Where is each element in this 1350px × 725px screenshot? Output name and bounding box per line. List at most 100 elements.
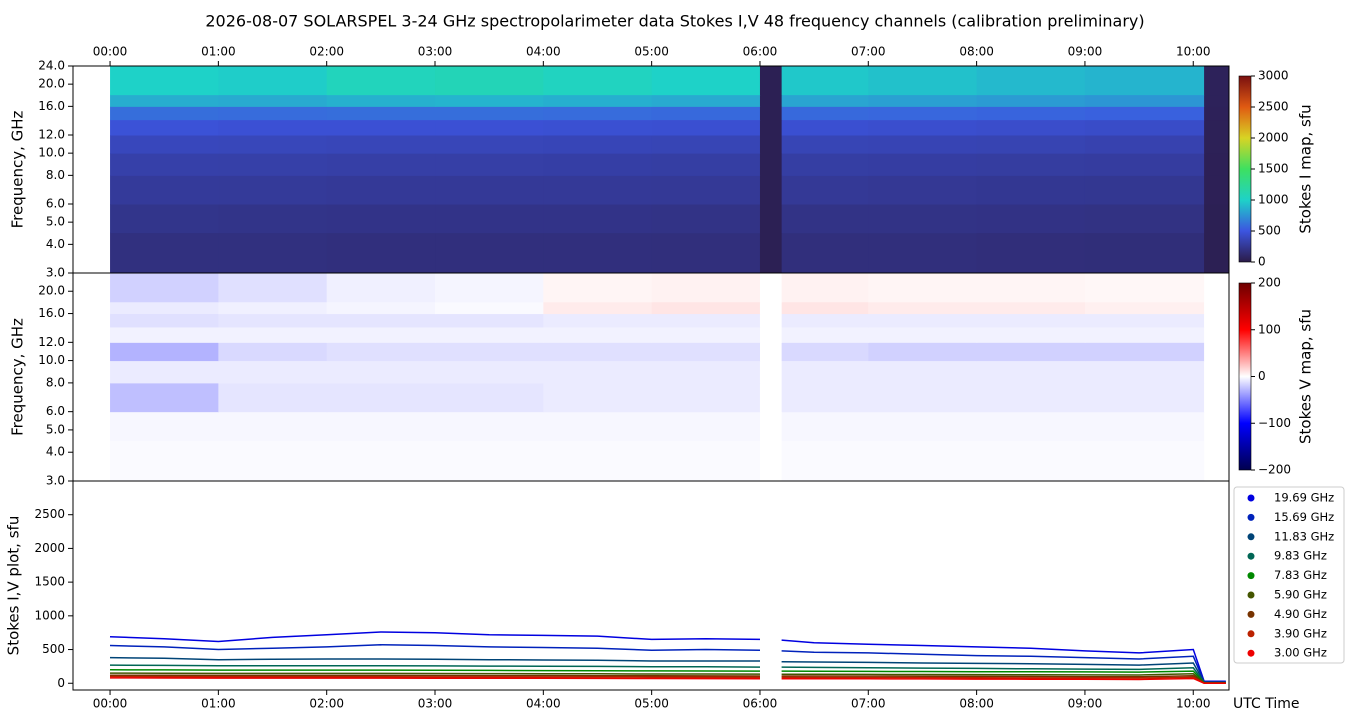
colorbar-tick-label: 1500	[1258, 162, 1289, 176]
heatmap-cell	[976, 94, 1086, 107]
heatmap-cell	[759, 135, 783, 154]
y-tick-label: 16.0	[38, 99, 65, 113]
heatmap-cell	[868, 175, 978, 205]
y-tick-label: 8.0	[46, 375, 65, 389]
heatmap-cell	[1084, 106, 1205, 121]
heatmap-cell	[651, 326, 761, 343]
heatmap-cell	[218, 301, 328, 315]
y-tick-label: 8.0	[46, 168, 65, 182]
heatmap-cell	[1204, 153, 1230, 176]
x-tick-label: 06:00	[743, 45, 778, 59]
x-tick-label: 03:00	[418, 697, 453, 711]
heatmap-cell	[1084, 175, 1205, 205]
heatmap-cell	[326, 440, 436, 482]
heatmap-cell	[1204, 342, 1230, 362]
x-tick-label: 06:00	[743, 697, 778, 711]
heatmap-cell	[759, 313, 783, 328]
heatmap-cell	[435, 119, 544, 136]
heatmap-cell	[976, 153, 1086, 176]
x-tick-label: 08:00	[959, 45, 994, 59]
heatmap-cell	[326, 204, 436, 234]
heatmap-cell	[1204, 66, 1230, 96]
legend-marker	[1247, 649, 1255, 657]
heatmap-cell	[868, 273, 978, 303]
heatmap-cell	[326, 273, 436, 303]
legend-label: 15.69 GHz	[1274, 510, 1334, 524]
colorbar-tick-label: 100	[1258, 322, 1281, 336]
heatmap-cell	[781, 135, 869, 154]
heatmap-cell	[868, 66, 978, 96]
legend-marker	[1247, 552, 1255, 560]
heatmap-cell	[651, 119, 761, 136]
colorbar-tick-label: −200	[1258, 463, 1291, 477]
heatmap-cell	[543, 204, 653, 234]
plot-frame	[72, 480, 1230, 691]
heatmap-cell	[543, 94, 653, 107]
heatmap-cell	[110, 232, 219, 274]
y-tick-label: 16.0	[38, 306, 65, 320]
heatmap-cell	[976, 119, 1086, 136]
heatmap-cell	[651, 313, 761, 328]
y-axis-label: Frequency, GHz	[9, 318, 27, 436]
heatmap-cell	[868, 204, 978, 234]
heatmap-cell	[1084, 301, 1205, 315]
heatmap-cell	[1204, 135, 1230, 154]
heatmap-cell	[868, 411, 978, 441]
heatmap-cell	[1204, 119, 1230, 136]
heatmap-cell	[976, 411, 1086, 441]
heatmap-cell	[868, 301, 978, 315]
y-tick-label: 500	[42, 642, 65, 656]
heatmap-cell	[326, 66, 436, 96]
colorbar-tick-label: 2000	[1258, 131, 1289, 145]
heatmap-cell	[976, 135, 1086, 154]
heatmap-cell	[781, 382, 869, 413]
heatmap-cell	[1084, 382, 1205, 413]
heatmap-cell	[218, 342, 328, 362]
heatmap-cell	[435, 204, 544, 234]
heatmap-cell	[759, 382, 783, 413]
heatmap-cell	[218, 106, 328, 121]
legend-label: 3.90 GHz	[1274, 626, 1327, 640]
heatmap-cell	[651, 175, 761, 205]
heatmap-cell	[326, 360, 436, 384]
x-tick-label: 10:00	[1176, 45, 1211, 59]
heatmap-cell	[435, 382, 544, 413]
series-line	[109, 672, 1226, 684]
heatmap-cell	[543, 119, 653, 136]
heatmap-cell	[651, 273, 761, 303]
heatmap-cell	[326, 326, 436, 343]
heatmap-cell	[110, 273, 219, 303]
heatmap-cell	[543, 135, 653, 154]
heatmap-cell	[781, 153, 869, 176]
legend-marker	[1247, 494, 1255, 502]
heatmap-cell	[781, 342, 869, 362]
x-tick-label: 07:00	[851, 697, 886, 711]
heatmap-cell	[110, 342, 219, 362]
heatmap-cell	[110, 360, 219, 384]
heatmap-cell	[781, 204, 869, 234]
heatmap-cell	[435, 440, 544, 482]
heatmap-cell	[1204, 301, 1230, 315]
series-line	[109, 664, 1226, 684]
heatmap-cell	[1084, 153, 1205, 176]
heatmap-cell	[781, 106, 869, 121]
legend-marker	[1247, 513, 1255, 521]
heatmap-cell	[868, 94, 978, 107]
heatmap-cell	[976, 66, 1086, 96]
heatmap-cell	[435, 273, 544, 303]
y-tick-label: 5.0	[46, 215, 65, 229]
x-tick-label: 05:00	[634, 697, 669, 711]
heatmap-cell	[218, 153, 328, 176]
legend-label: 11.83 GHz	[1274, 529, 1334, 543]
heatmap-cell	[781, 313, 869, 328]
colorbar-tick-label: 2500	[1258, 100, 1289, 114]
heatmap-cell	[976, 382, 1086, 413]
heatmap-cell	[110, 153, 219, 176]
heatmap-cell	[976, 301, 1086, 315]
heatmap-cell	[110, 440, 219, 482]
heatmap-cell	[110, 94, 219, 107]
x-tick-label: 04:00	[526, 45, 561, 59]
heatmap-cell	[435, 411, 544, 441]
x-axis-label: UTC Time	[1233, 696, 1299, 712]
heatmap-cell	[1084, 66, 1205, 96]
